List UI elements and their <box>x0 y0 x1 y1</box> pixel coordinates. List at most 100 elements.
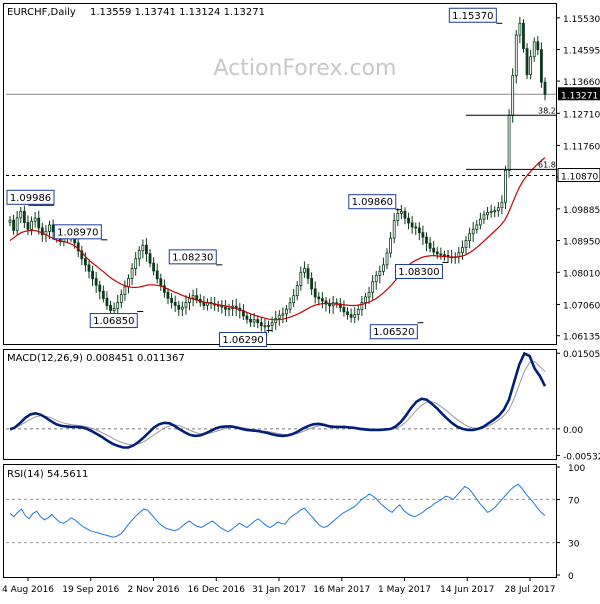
macd-panel-frame <box>3 349 557 460</box>
rsi-title: RSI(14) 54.5611 <box>7 469 88 480</box>
candle-body <box>94 278 98 286</box>
support-label: 1.10870 <box>561 173 598 183</box>
candle-body <box>389 237 393 254</box>
candle-body <box>40 227 44 236</box>
candle-body <box>338 303 342 308</box>
x-tick-label: 28 Jul 2017 <box>505 585 556 595</box>
candle-body <box>51 224 55 233</box>
annotation-label: 1.06520 <box>373 327 414 338</box>
macd-tick-label: 0.00 <box>563 426 583 436</box>
annotation-label: 1.08230 <box>172 252 213 263</box>
price-tick-label: 1.14595 <box>563 46 600 56</box>
price-tick-label: 1.11760 <box>563 142 600 152</box>
candle-body <box>313 288 317 298</box>
candle-body <box>414 226 418 229</box>
candle-body <box>536 41 540 51</box>
candle-body <box>22 210 26 223</box>
candle-body <box>134 258 138 269</box>
price-tick-label: 1.07060 <box>563 301 600 311</box>
candle-body <box>522 22 525 50</box>
candle-body <box>245 315 249 320</box>
candle-body <box>112 308 116 311</box>
candle-body <box>295 285 299 297</box>
candle-body <box>306 268 310 279</box>
candle-body <box>76 242 80 252</box>
candle-body <box>360 302 364 310</box>
candle-body <box>130 268 134 279</box>
candle-body <box>227 308 231 310</box>
candle-body <box>145 244 148 255</box>
candle-body <box>101 290 105 299</box>
price-tick-label: 1.13660 <box>563 78 600 88</box>
candle-body <box>435 251 439 255</box>
candle-body <box>80 250 84 260</box>
candle-body <box>159 278 163 287</box>
rsi-axis-ticks: 100 70 30 0 <box>6 464 585 582</box>
candle-body <box>468 233 472 241</box>
candle-body <box>403 210 407 219</box>
candle-body <box>478 218 482 226</box>
candle-body <box>30 220 33 230</box>
candle-body <box>514 34 518 77</box>
candle-body <box>274 317 278 324</box>
candle-body <box>417 227 421 234</box>
annotation-label: 1.09986 <box>10 193 51 204</box>
candle-body <box>91 270 94 280</box>
price-annotations: 1.15370 1.09986 1.08970 1.06850 1.08230 1.062… <box>6 7 556 347</box>
candle-body <box>166 291 170 299</box>
candle-body <box>48 224 51 232</box>
candle-body <box>8 219 12 223</box>
macd-line <box>9 351 547 449</box>
rsi-tick-label: 0 <box>568 572 574 582</box>
candle-body <box>489 210 493 213</box>
candle-body <box>173 302 177 306</box>
candle-body <box>37 217 41 229</box>
candle-body <box>170 297 173 303</box>
candle-body <box>259 322 263 327</box>
candle-body <box>119 294 123 303</box>
moving-average-line <box>9 157 546 321</box>
candle-body <box>33 217 37 222</box>
annotation-box <box>369 324 418 340</box>
candle-body <box>98 284 102 292</box>
price-level-lines: 1.13271 1.10870 <box>6 87 600 183</box>
rsi-tick-label: 100 <box>568 464 585 474</box>
candle-body <box>486 212 489 216</box>
candle-body <box>317 296 321 300</box>
annotation-label: 1.06850 <box>93 316 134 327</box>
candle-body <box>464 240 468 248</box>
candle-body <box>15 217 19 231</box>
candle-body <box>224 306 227 310</box>
candle-body <box>26 222 30 230</box>
annotation-label: 1.06290 <box>222 335 263 346</box>
annotation-label: 1.09860 <box>352 197 393 208</box>
ohlc-values: 1.13559 1.13741 1.13124 1.13271 <box>90 7 265 18</box>
candle-body <box>184 302 188 308</box>
candle-body <box>177 305 181 310</box>
candle-body <box>385 252 389 266</box>
candle-body <box>500 201 504 209</box>
candle-body <box>396 213 400 221</box>
candle-body <box>267 325 270 327</box>
candle-body <box>148 253 152 264</box>
candle-body <box>277 314 281 319</box>
candle-body <box>180 306 184 310</box>
rsi-tick-label: 70 <box>568 496 580 506</box>
candle-body <box>540 49 543 83</box>
candle-body <box>356 309 360 315</box>
candle-body <box>496 207 500 212</box>
annotation-box <box>348 194 397 210</box>
candle-body <box>342 307 346 313</box>
candle-body <box>493 210 497 213</box>
price-tick-label: 1.12710 <box>563 110 600 120</box>
candle-body <box>12 219 15 231</box>
macd-signal-line <box>9 360 546 446</box>
candle-body <box>109 305 112 311</box>
candle-body <box>328 303 331 307</box>
candle-body <box>349 314 353 318</box>
candle-body <box>504 170 507 203</box>
candle-body <box>270 322 274 326</box>
x-tick-label: 1 May 2017 <box>378 585 431 595</box>
candle-body <box>432 247 436 253</box>
